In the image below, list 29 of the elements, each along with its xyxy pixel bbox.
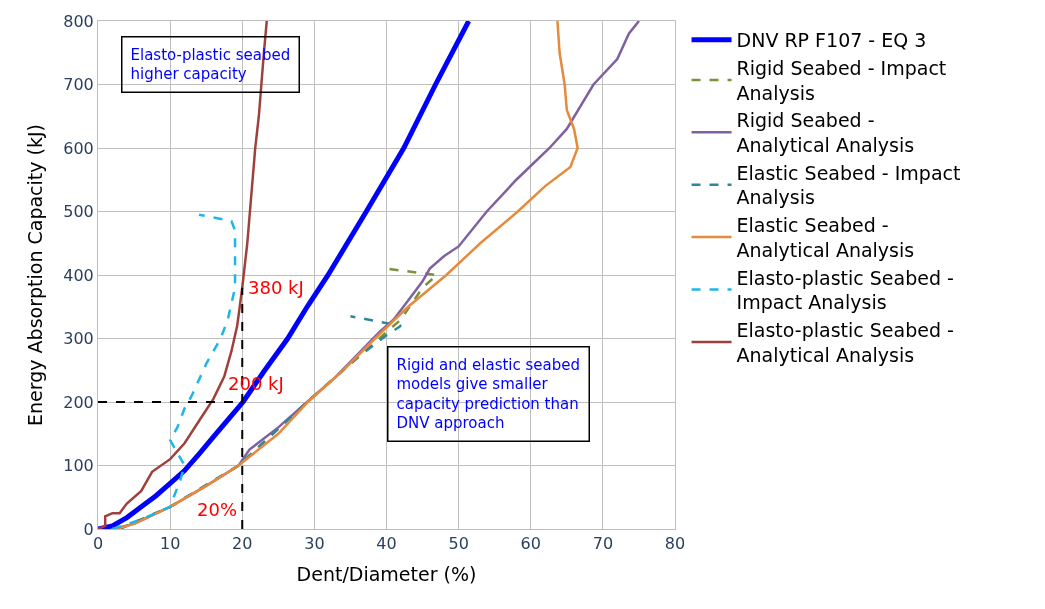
legend-label: DNV RP F107 - EQ 3 [736,29,927,52]
y-tick-label: 500 [63,202,94,222]
y-tick-label: 400 [63,265,94,285]
legend-label: Rigid Seabed - Impact Analysis [736,56,947,104]
x-tick-label: 70 [592,534,614,554]
x-tick-label: 20 [232,534,253,554]
legend-label: Elasto-plastic Seabed - Impact Analysis [736,266,954,314]
legend-label: Elastic Seabed - Impact Analysis [736,161,961,209]
y-axis-title: Energy Absorption Capacity (kJ) [24,124,47,426]
y-tick-label: 800 [63,11,94,31]
y-tick-label: 0 [83,519,94,539]
annotation: Rigid and elastic seabed models give smaller capacity prediction than DNV approach [396,355,581,432]
annotation: 380 kJ [248,277,304,298]
legend-label: Elastic Seabed - Analytical Analysis [736,214,915,261]
y-tick-label: 600 [63,138,94,158]
y-tick-label: 300 [63,329,94,349]
legend-label: Rigid Seabed - Analytical Analysis [736,109,915,157]
y-tick-label: 200 [63,392,94,412]
x-tick-label: 80 [664,534,686,554]
x-tick-label: 60 [520,534,541,554]
legend-label: Elasto-plastic Seabed - Analytical Analysis [736,318,954,366]
x-tick-label: 10 [159,534,181,554]
y-tick-label: 700 [63,75,94,95]
ref-line-label: 20% [197,499,238,520]
x-tick-label: 40 [376,534,397,554]
x-axis-title: Dent/Diameter (%) [296,563,477,585]
x-tick-label: 50 [448,534,469,554]
x-tick-label: 30 [304,534,325,554]
y-tick-label: 100 [63,456,94,476]
